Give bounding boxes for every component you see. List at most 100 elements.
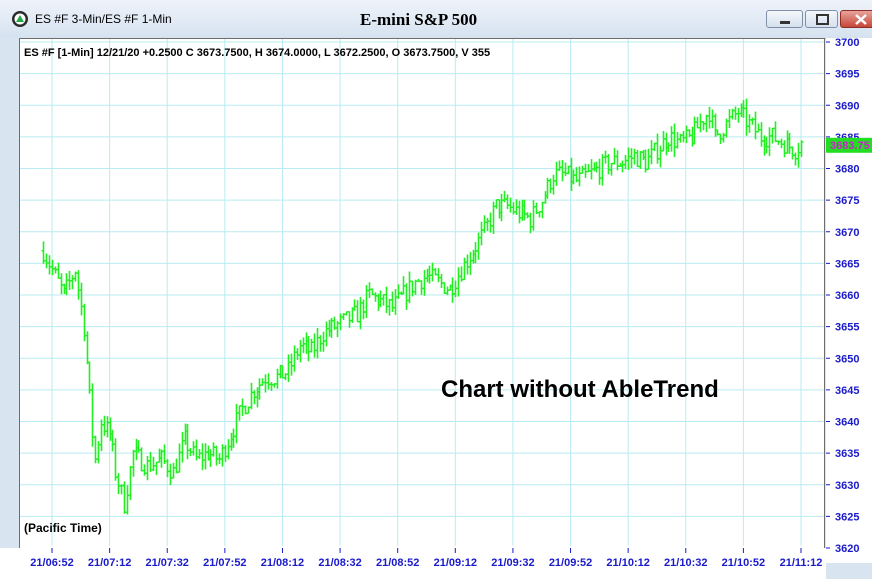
price-bar [704, 114, 709, 133]
price-bar [404, 283, 409, 310]
price-bar [105, 416, 110, 438]
price-bar [649, 140, 654, 165]
price-bar [168, 463, 173, 486]
y-tick-label: 3635 [835, 448, 859, 460]
price-bar [171, 462, 176, 479]
price-bar [488, 212, 493, 233]
price-bar [525, 212, 530, 219]
price-bar [321, 331, 326, 352]
price-bar [387, 298, 392, 316]
price-bar [197, 449, 202, 460]
price-bar [658, 145, 663, 168]
price-bar [482, 215, 487, 233]
price-bar [669, 126, 674, 152]
price-bar [249, 382, 254, 410]
price-bar [324, 321, 329, 347]
close-button[interactable] [840, 10, 872, 28]
price-bar [753, 111, 758, 140]
y-tick-label: 3675 [835, 195, 859, 207]
y-tick-label: 3700 [835, 37, 859, 49]
price-bar [289, 353, 294, 376]
price-bar [756, 123, 761, 133]
price-bar [560, 159, 565, 182]
price-bar [600, 154, 605, 186]
minimize-button[interactable] [766, 10, 803, 28]
price-bar [782, 140, 787, 158]
price-bar [638, 150, 643, 169]
close-icon [855, 14, 867, 25]
price-bar [577, 166, 582, 187]
price-bar [517, 200, 522, 224]
price-bar [396, 284, 401, 299]
x-tick-label: 21/08:12 [261, 557, 304, 569]
x-tick-label: 21/08:52 [376, 557, 419, 569]
price-bar [479, 221, 484, 246]
price-bar [422, 270, 427, 296]
price-bar [505, 194, 510, 210]
price-bar [301, 337, 306, 354]
maximize-icon [816, 14, 829, 25]
price-bar [131, 449, 136, 477]
price-bar [298, 339, 303, 363]
price-bar [50, 259, 55, 276]
price-bar [87, 361, 92, 394]
price-bar [211, 442, 216, 457]
x-axis-labels: 21/06:52 21/07:12 21/07:32 21/07:52 21/08:12… [30, 548, 822, 569]
y-tick-label: 3680 [835, 164, 859, 176]
price-bar [128, 465, 133, 501]
plot-area[interactable] [19, 38, 825, 563]
x-tick-label: 21/09:32 [491, 557, 534, 569]
price-bar [528, 212, 533, 234]
x-tick-label: 21/07:52 [203, 557, 246, 569]
price-bar [750, 117, 755, 125]
price-bar [266, 373, 271, 390]
price-bar [661, 130, 666, 152]
price-bar [583, 163, 588, 178]
chart-title: E-mini S&P 500 [360, 10, 478, 29]
price-bars [41, 98, 804, 515]
price-bar [355, 300, 360, 323]
price-bar [430, 262, 435, 282]
last-price-label: 3683.75 [830, 140, 870, 152]
price-bar [139, 447, 144, 472]
price-bar [358, 296, 363, 330]
price-bar [56, 262, 61, 279]
price-bar [165, 459, 170, 478]
chart-annotation: Chart without AbleTrend [441, 376, 719, 403]
title-bar[interactable]: ES #F 3-Min/ES #F 1-Min E-mini S&P 500 [0, 0, 872, 39]
price-bar [177, 443, 182, 473]
x-tick-label: 21/10:12 [606, 557, 649, 569]
price-bar [407, 271, 412, 304]
price-bar [554, 161, 559, 186]
x-tick-label: 21/06:52 [30, 557, 73, 569]
last-price-marker: 3683.75 [826, 137, 872, 153]
price-bar [540, 201, 545, 219]
price-bar [47, 255, 52, 275]
x-tick-label: 21/08:32 [318, 557, 361, 569]
price-bar [744, 98, 749, 136]
price-bar [698, 113, 703, 133]
maximize-button[interactable] [805, 10, 838, 28]
price-bar [79, 282, 84, 316]
x-tick-label: 21/07:12 [88, 557, 131, 569]
x-tick-label: 21/10:32 [664, 557, 707, 569]
price-axis[interactable] [826, 38, 872, 563]
price-bar [790, 146, 795, 160]
price-bar [606, 154, 611, 175]
price-bar [551, 174, 556, 195]
price-bar [203, 443, 208, 470]
price-bar [234, 403, 239, 444]
minimize-icon [780, 21, 790, 24]
window-title: ES #F 3-Min/ES #F 1-Min [35, 12, 172, 26]
price-bar [767, 127, 772, 157]
last-price-box [826, 137, 872, 153]
price-bar [770, 127, 775, 144]
y-tick-label: 3670 [835, 227, 859, 239]
time-axis[interactable] [0, 548, 826, 579]
price-bar [85, 331, 90, 365]
x-tick-label: 21/11:12 [780, 557, 823, 569]
price-bar [393, 289, 398, 315]
price-bar [419, 280, 424, 295]
